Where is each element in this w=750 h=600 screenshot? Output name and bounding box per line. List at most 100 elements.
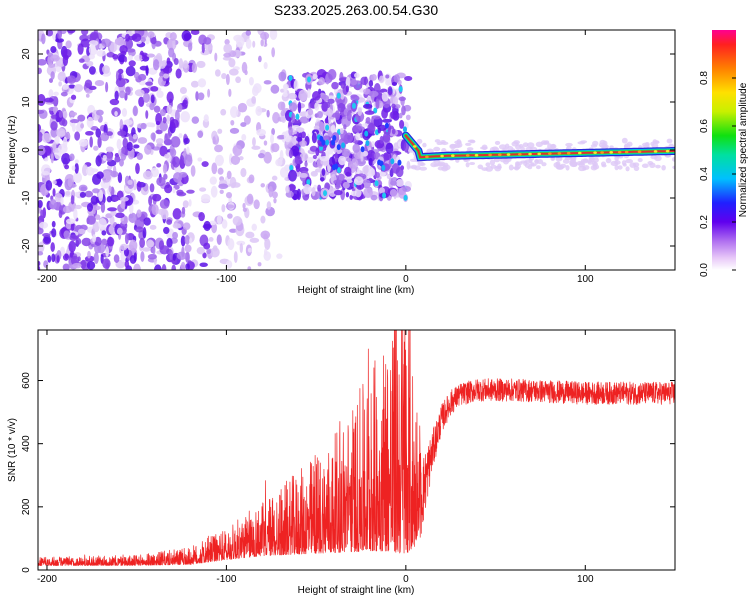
spectrogram-cell (52, 188, 56, 197)
spectrogram-cell (317, 184, 322, 192)
spectrogram-cell (361, 123, 370, 128)
spectrogram-cell (271, 47, 276, 58)
spectrogram-cell (117, 68, 124, 75)
spectrogram-cell (72, 262, 82, 269)
spectrogram-cell (622, 163, 627, 167)
spectrogram-cell (74, 204, 82, 210)
spectrogram-cell (230, 106, 239, 118)
spectrogram-cell (494, 140, 501, 145)
spectrogram-cell (49, 198, 57, 210)
spectrogram-cell (245, 231, 255, 239)
spectrogram-cell (326, 108, 333, 117)
spectrogram-cell (53, 91, 59, 96)
spectrogram-cell (293, 79, 299, 91)
spectrogram-cell (360, 146, 365, 153)
spectrogram-cell (401, 105, 406, 116)
spectrogram-cell (324, 117, 329, 124)
spectrogram-cell (183, 154, 193, 167)
spectrogram-cell (92, 205, 101, 211)
spectrogram-cell (69, 234, 78, 242)
spectrogram-cell (166, 104, 173, 115)
spectrogram-cell (75, 238, 82, 245)
spectrogram-cell (204, 42, 213, 51)
spectrogram-peak (451, 154, 455, 158)
spectrogram-cell (38, 251, 44, 256)
spectrogram-cell (139, 54, 143, 61)
spectrogram-cell (196, 246, 205, 255)
spectrogram-cell (265, 206, 275, 217)
spectrogram-cell (307, 88, 311, 99)
spectrogram-cell (125, 66, 136, 77)
spectrogram-cell (70, 195, 75, 205)
spectrogram-cell (50, 71, 55, 80)
spectrogram-cell (172, 223, 182, 229)
spectrogram-cell (152, 193, 162, 202)
spectrogram-cell (399, 119, 405, 129)
spectrogram-cell (88, 44, 98, 56)
spectrogram-cell (382, 192, 387, 199)
spectrogram-cell (369, 168, 376, 177)
spectrogram-cell (609, 145, 614, 150)
spectrogram-cell (385, 74, 390, 79)
spectrogram-cell (164, 184, 173, 194)
spectrogram-peak (528, 152, 532, 156)
spectrogram-cell (197, 78, 207, 88)
spectrogram-cell (221, 204, 226, 213)
spectrogram-cell (42, 207, 47, 219)
spectrogram-cell (330, 125, 336, 133)
spectrogram-peak (566, 151, 571, 155)
spectrogram-cell (44, 157, 49, 162)
spectrogram-cell (60, 196, 64, 206)
spectrogram-cell (672, 165, 675, 170)
spectrogram-cell (74, 191, 80, 197)
spectrogram-cell (341, 148, 351, 158)
spectrogram-cell (245, 38, 252, 49)
spectrogram-cell (74, 159, 79, 164)
spectrogram-cell (73, 84, 84, 93)
spectrogram-cell (333, 179, 343, 185)
spectrogram-cell (199, 187, 207, 192)
spectrogram-cell (184, 244, 192, 253)
spectrogram-cell (345, 76, 351, 87)
spectrogram-cell (179, 154, 185, 167)
spectrogram-cell (65, 218, 76, 225)
spectrogram-cell (258, 153, 265, 159)
spectrogram-cell (95, 155, 102, 167)
spectrogram-cell (38, 58, 47, 66)
spectrogram-cell (282, 83, 289, 90)
spectrogram-cell (377, 127, 382, 134)
spectrogram-cell (66, 30, 76, 34)
spectrogram-cell (282, 92, 288, 98)
snr-x-tick-label: -200 (37, 574, 57, 585)
spectrogram-peak (609, 151, 614, 154)
spectrogram-cell (50, 153, 54, 164)
spectrogram-cell (221, 219, 228, 229)
spectrogram-cell (102, 154, 107, 162)
spectrogram-cell (351, 102, 356, 109)
spectrogram-cell (78, 228, 86, 235)
spectrogram-cell (565, 142, 573, 147)
spectrogram-cell (190, 165, 196, 177)
spectrogram-cell (54, 135, 60, 145)
spectrogram-cell (88, 53, 96, 60)
spectrogram-cell (113, 254, 120, 263)
spectrogram-cell (268, 185, 274, 198)
spectrogram-cell (119, 243, 128, 251)
spectrogram-cell (158, 60, 166, 69)
spectrogram-cell (65, 191, 71, 196)
spectrogram-cell (118, 73, 122, 81)
spectrogram-cell (346, 157, 352, 163)
spectrogram-cell (145, 65, 149, 76)
spectrogram-cell (70, 119, 80, 124)
spectrogram-cell (190, 30, 200, 36)
spectrogram-cell (112, 53, 119, 60)
spectrogram-cell (614, 160, 621, 165)
spectrogram-cell (295, 127, 305, 133)
spectrogram-cell (440, 140, 446, 144)
spectrogram-cell (535, 141, 543, 148)
spectrogram-cell (362, 103, 373, 109)
spectrogram-cell (56, 178, 63, 188)
spectrogram-cell (217, 167, 224, 175)
spectrogram-cell (67, 177, 73, 188)
spectrogram-cell (515, 161, 523, 166)
